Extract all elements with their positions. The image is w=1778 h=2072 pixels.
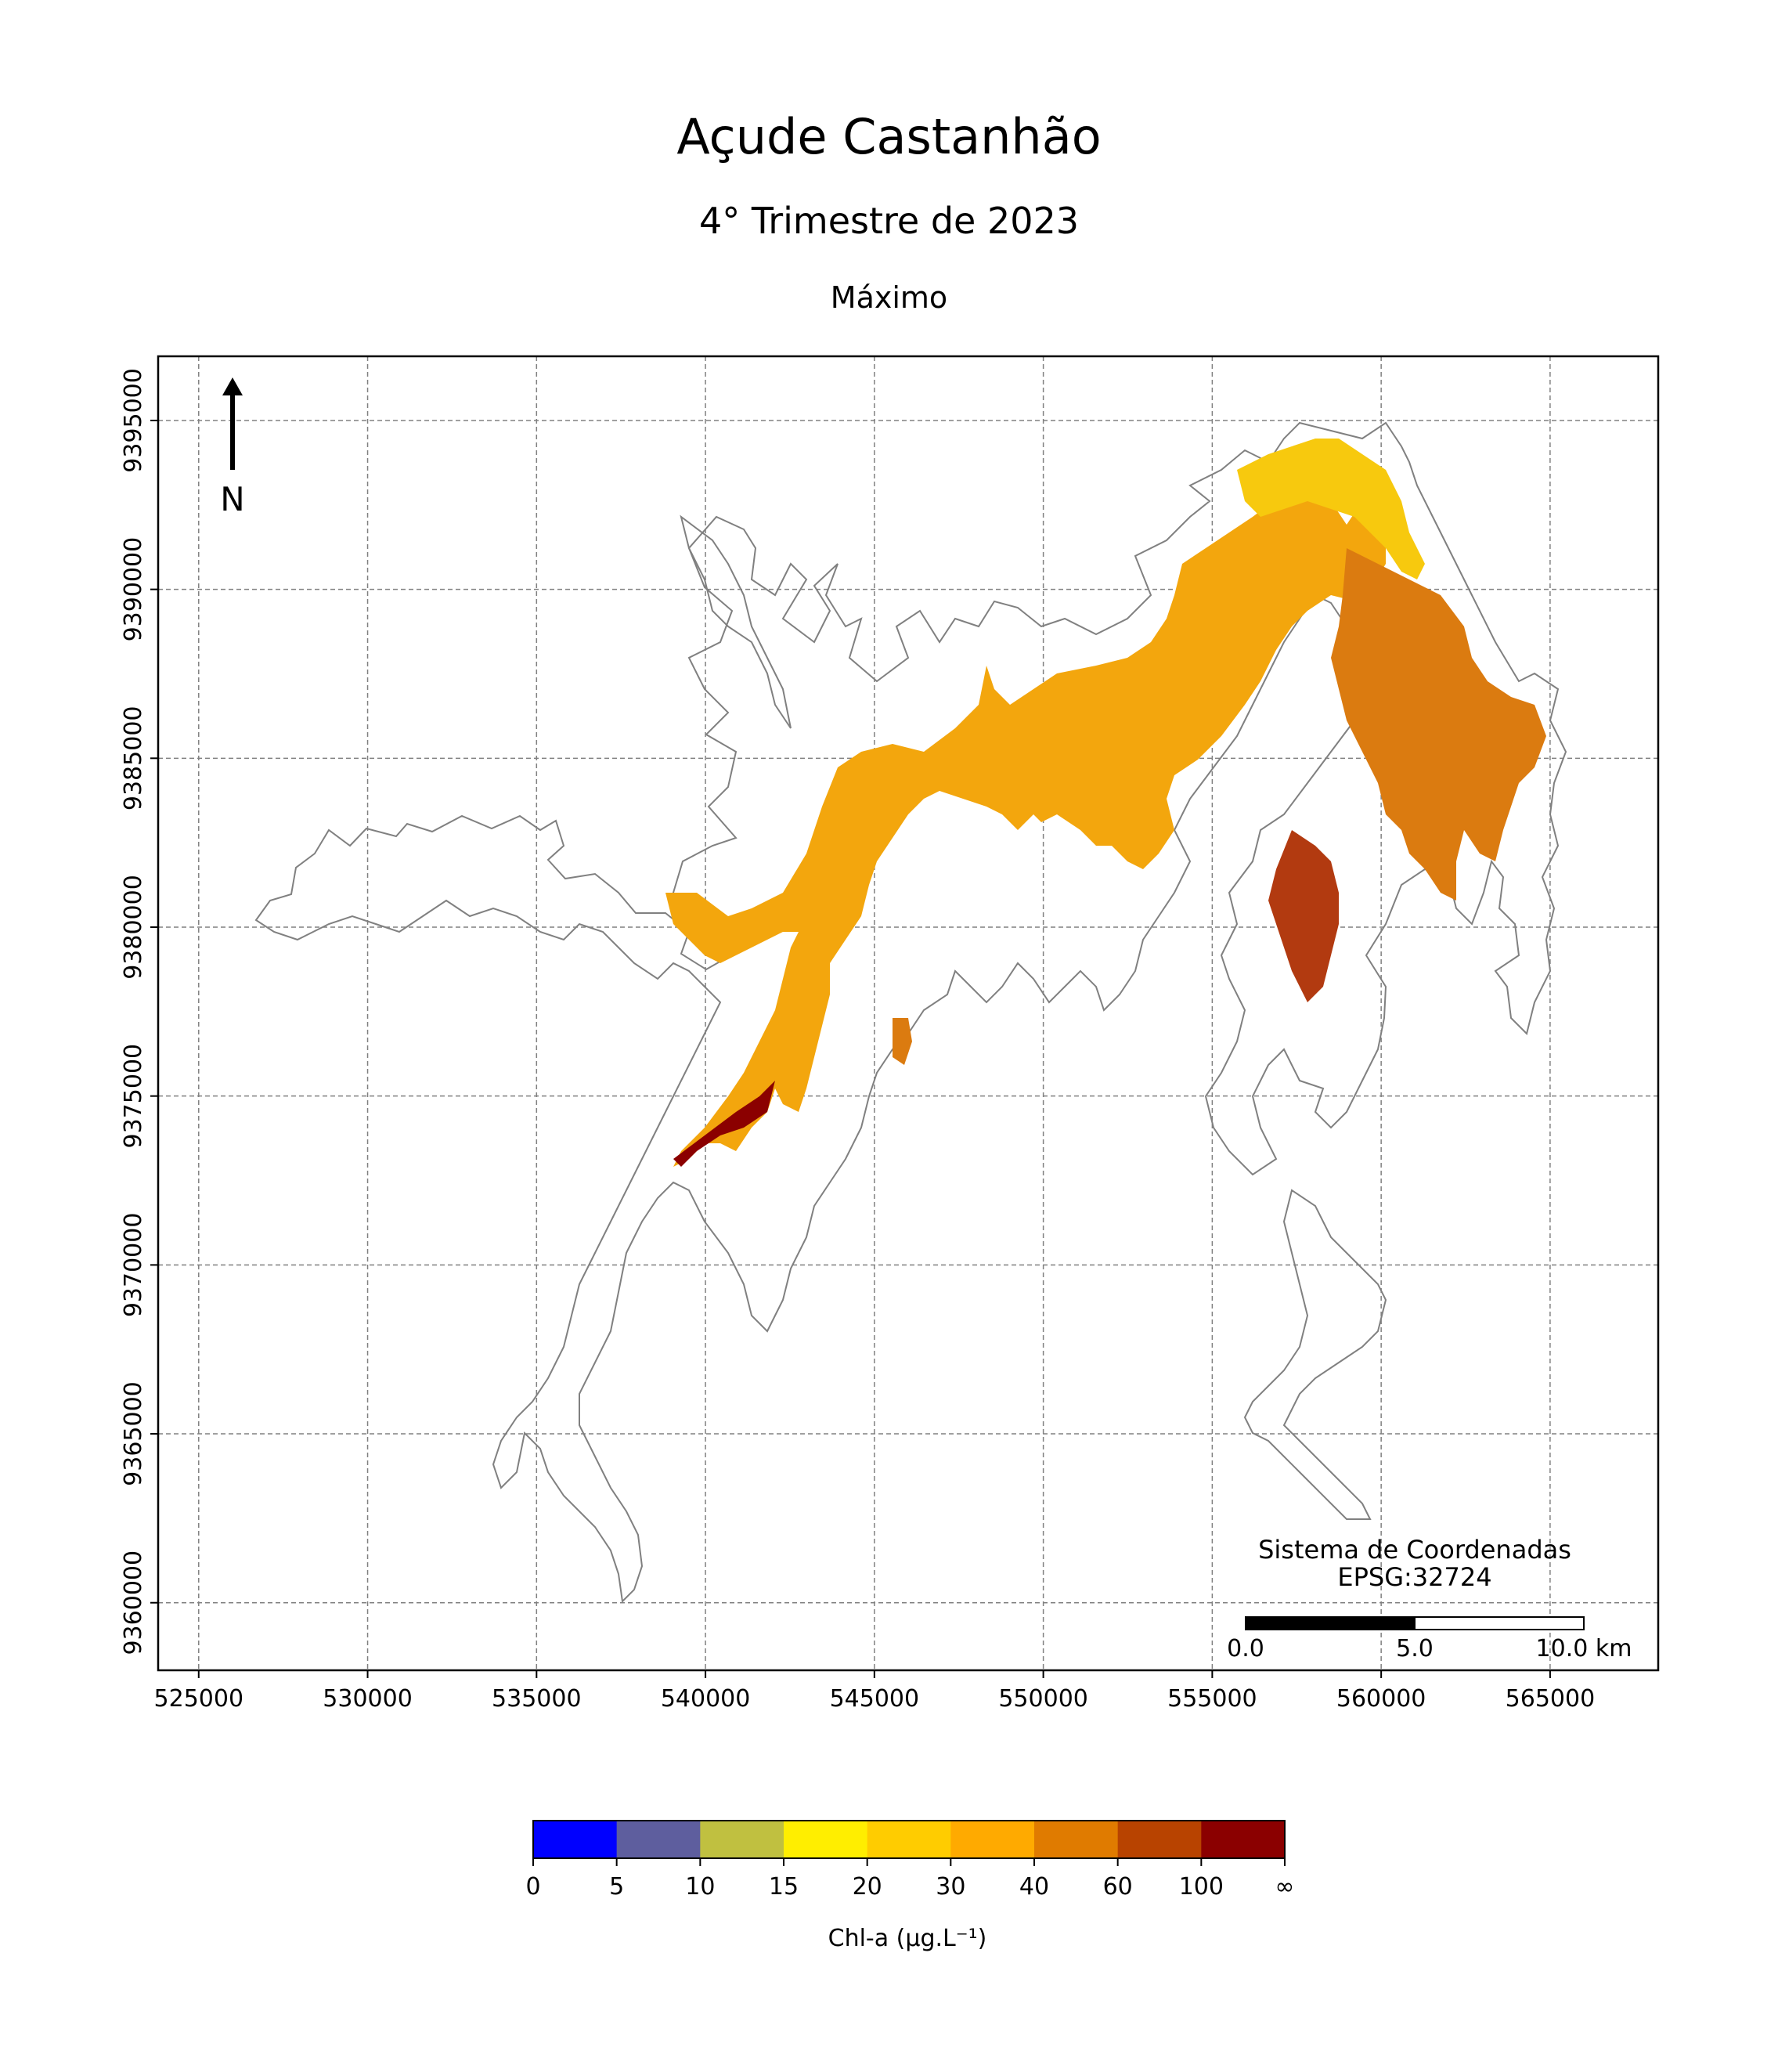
colorbar-tick-label: ∞ bbox=[1275, 1873, 1295, 1901]
x-tick-label: 540000 bbox=[661, 1685, 751, 1713]
y-tick-label: 9360000 bbox=[120, 1550, 147, 1655]
statistic-label: Máximo bbox=[830, 280, 948, 315]
colorbar-tick-label: 15 bbox=[769, 1873, 799, 1901]
y-tick-label: 9365000 bbox=[120, 1381, 147, 1486]
colorbar-frame bbox=[532, 1820, 1286, 1859]
x-tick-label: 535000 bbox=[492, 1685, 582, 1713]
scale-label-5: 5.0 bbox=[1396, 1635, 1434, 1662]
y-tick-label: 9375000 bbox=[120, 1044, 147, 1149]
y-tick-label: 9370000 bbox=[120, 1213, 147, 1318]
x-tick-label: 530000 bbox=[323, 1685, 413, 1713]
colorbar: 0 5 10 15 20 30 40 60 100 ∞ bbox=[525, 1820, 1295, 1901]
colorbar-tick-label: 60 bbox=[1103, 1873, 1133, 1901]
x-tick-label: 550000 bbox=[998, 1685, 1088, 1713]
y-axis-ticks: 9395000 9390000 9385000 9380000 9375000 93700… bbox=[120, 368, 158, 1655]
crs-label: Sistema de Coordenadas bbox=[1258, 1535, 1571, 1565]
map-subtitle: 4° Trimestre de 2023 bbox=[698, 200, 1080, 242]
x-tick-label: 555000 bbox=[1167, 1685, 1257, 1713]
colorbar-tick-label: 10 bbox=[685, 1873, 715, 1901]
colorbar-swatch bbox=[867, 1821, 951, 1858]
scale-label-0: 0.0 bbox=[1227, 1635, 1264, 1662]
colorbar-swatch bbox=[950, 1821, 1035, 1858]
y-tick-label: 9390000 bbox=[120, 537, 147, 642]
y-tick-label: 9385000 bbox=[120, 706, 147, 811]
north-arrow-label: N bbox=[220, 480, 244, 518]
colorbar-swatch bbox=[1117, 1821, 1202, 1858]
colorbar-swatch bbox=[700, 1821, 784, 1858]
north-arrow: N bbox=[220, 377, 245, 518]
colorbar-tick-label: 40 bbox=[1019, 1873, 1049, 1901]
x-tick-label: 525000 bbox=[154, 1685, 244, 1713]
colorbar-tick-label: 100 bbox=[1179, 1873, 1224, 1901]
reservoir-outline bbox=[254, 421, 1567, 1604]
colorbar-tick-label: 30 bbox=[936, 1873, 965, 1901]
colorbar-tick-label: 5 bbox=[609, 1873, 624, 1901]
colorbar-swatch bbox=[616, 1821, 701, 1858]
x-axis-ticks: 525000 530000 535000 540000 545000 550000 5550… bbox=[154, 1670, 1596, 1713]
colorbar-swatch bbox=[784, 1821, 868, 1858]
crs-code: EPSG:32724 bbox=[1337, 1562, 1491, 1592]
scale-bar: 0.0 5.0 10.0 km bbox=[1227, 1616, 1632, 1662]
colorbar-tick-label: 0 bbox=[525, 1873, 540, 1901]
colorbar-label: Chl-a (μg.L⁻¹) bbox=[828, 1925, 987, 1952]
y-tick-label: 9395000 bbox=[120, 368, 147, 473]
colorbar-tick-label: 20 bbox=[853, 1873, 882, 1901]
chlorophyll-raster bbox=[665, 439, 1546, 1167]
colorbar-swatch bbox=[533, 1821, 618, 1858]
colorbar-swatch bbox=[1201, 1821, 1286, 1858]
scale-label-10: 10.0 km bbox=[1536, 1635, 1632, 1662]
x-tick-label: 565000 bbox=[1506, 1685, 1596, 1713]
grid-lines bbox=[158, 356, 1658, 1670]
x-tick-label: 545000 bbox=[830, 1685, 920, 1713]
y-tick-label: 9380000 bbox=[120, 875, 147, 980]
x-tick-label: 560000 bbox=[1336, 1685, 1426, 1713]
colorbar-swatch bbox=[1034, 1821, 1119, 1858]
map-title: Açude Castanhão bbox=[676, 108, 1102, 165]
plot-frame bbox=[157, 355, 1660, 1672]
